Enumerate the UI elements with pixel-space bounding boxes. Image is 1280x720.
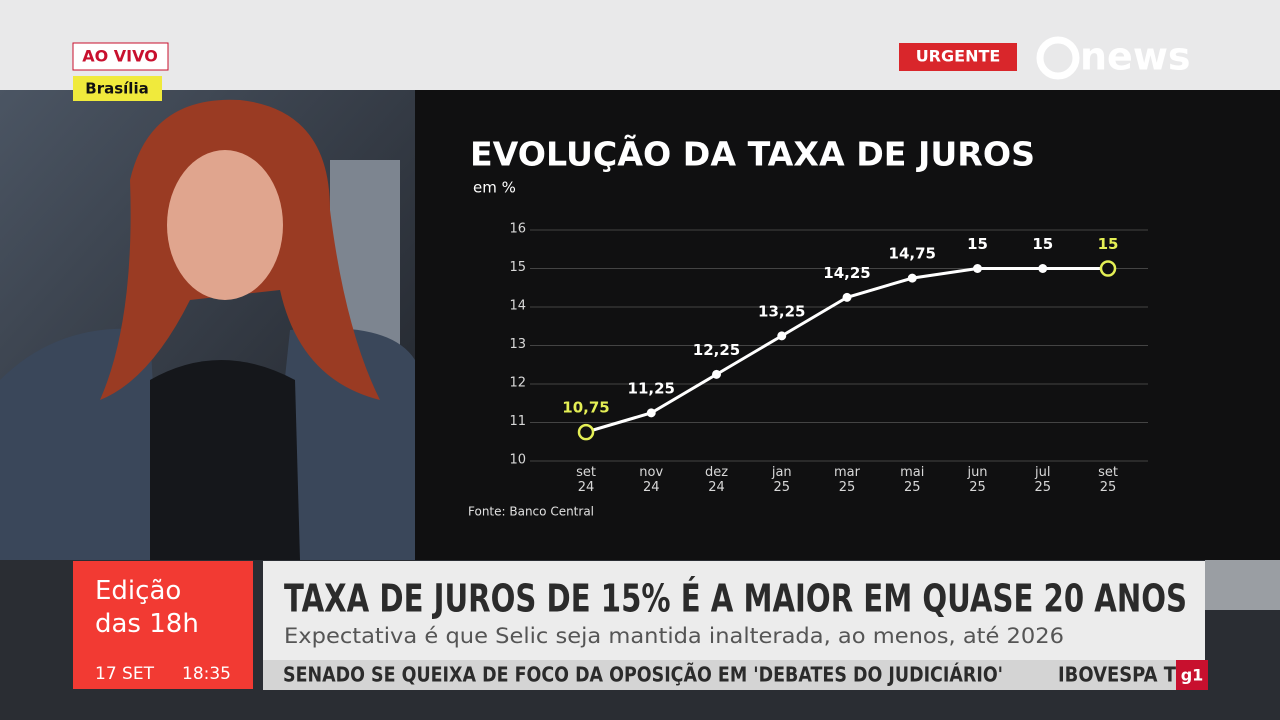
x-tick-label: mai 25	[900, 465, 925, 495]
urgent-text: URGENTE	[916, 47, 1001, 66]
point	[842, 292, 852, 302]
reporter-shirt	[150, 360, 300, 560]
chart-panel	[415, 90, 1280, 560]
point	[1099, 260, 1117, 277]
point	[777, 331, 787, 341]
x-tick-label: jun 25	[967, 465, 988, 495]
ticker-next: IBOVESPA T	[1058, 663, 1176, 687]
x-tick-label: mar 25	[834, 465, 860, 495]
x-tick-label: set 25	[1098, 465, 1118, 495]
y-tick-label: 16	[509, 222, 526, 237]
x-tick-label: set 24	[576, 465, 596, 495]
point	[973, 264, 982, 273]
value-label: 15	[1098, 235, 1119, 253]
y-tick-label: 12	[509, 376, 526, 391]
y-tick-label: 11	[509, 414, 526, 429]
chart-title: EVOLUÇÃO DA TAXA DE JUROS	[470, 134, 1035, 174]
y-tick-label: 15	[509, 260, 526, 275]
value-label: 11,25	[628, 379, 675, 397]
value-label: 15	[1032, 235, 1053, 253]
date: 17 SET	[95, 664, 155, 684]
y-tick-label: 10	[509, 453, 526, 468]
point	[1038, 264, 1048, 273]
source: Fonte: Banco Central	[468, 505, 594, 519]
urgent-badge	[899, 43, 1017, 71]
time: 18:35	[182, 664, 231, 684]
point	[646, 408, 656, 418]
ticker-bar	[263, 660, 1205, 690]
subheadline: Expectativa é que Selic seja mantida ina…	[284, 624, 1064, 648]
x-tick-label: nov 24	[639, 465, 664, 495]
x-tick-label: jan 25	[771, 465, 792, 495]
location-text: Brasília	[85, 80, 148, 98]
g1-logo: g1	[1181, 666, 1204, 685]
location-badge	[73, 76, 162, 101]
y-tick-label: 14	[509, 299, 526, 314]
live-text: AO VIVO	[82, 47, 158, 66]
x-tick-label: dez 24	[704, 465, 729, 495]
headline: TAXA DE JUROS DE 15% É A MAIOR EM QUASE …	[284, 577, 1187, 621]
point	[907, 273, 917, 283]
program-name: Edição das 18h	[95, 576, 199, 639]
logo-mark	[1036, 36, 1080, 80]
value-label: 15	[967, 235, 988, 253]
program-box	[73, 561, 253, 689]
value-label: 14,75	[889, 245, 936, 263]
reporter-face	[167, 150, 283, 300]
y-tick-label: 13	[509, 337, 526, 352]
headline-box	[263, 561, 1205, 660]
y-axis-label: em %	[473, 179, 516, 197]
point	[712, 369, 721, 379]
value-label: 14,25	[823, 264, 870, 282]
value-label: 13,25	[758, 302, 805, 320]
x-tick-label: jul 25	[1034, 465, 1052, 495]
point	[577, 423, 595, 441]
live-badge	[72, 42, 169, 71]
ticker-text: SENADO SE QUEIXA DE FOCO DA OPOSIÇÃO EM …	[283, 663, 1003, 687]
reporter-jacket	[0, 328, 415, 560]
side-strip	[1205, 560, 1280, 610]
value-label: 12,25	[693, 341, 740, 359]
logo-text: news	[1080, 35, 1191, 79]
g1-box	[1176, 660, 1208, 690]
value-label: 10,75	[562, 399, 609, 417]
